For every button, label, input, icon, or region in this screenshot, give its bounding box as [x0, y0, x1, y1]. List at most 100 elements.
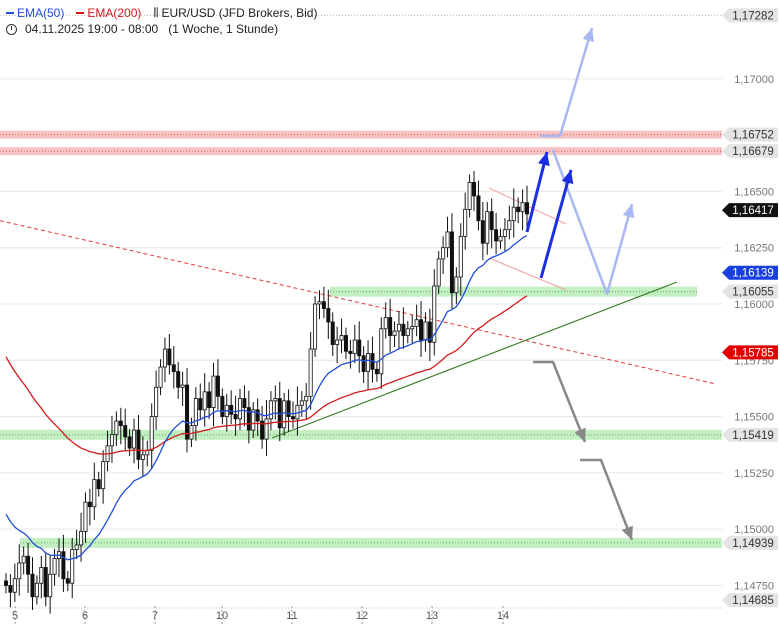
- price-badge: [722, 284, 778, 299]
- candle-body: [472, 181, 477, 197]
- x-tick-label: 6: [82, 610, 88, 622]
- candle-body: [246, 407, 251, 431]
- ema50-line: [5, 235, 528, 561]
- candle-body: [189, 425, 194, 440]
- candle-body: [498, 236, 503, 242]
- candle-body: [96, 479, 101, 490]
- bullish-alt-arrow-head: [622, 204, 635, 219]
- ema200-swatch: [76, 12, 85, 14]
- candle-body: [127, 436, 132, 449]
- candle-body: [507, 220, 512, 231]
- candle-body: [458, 236, 463, 278]
- candle-body: [348, 350, 353, 354]
- legend-ema50[interactable]: EMA(50): [6, 5, 64, 21]
- candle-body: [516, 206, 521, 213]
- y-tick-label: 1,16000: [734, 299, 774, 311]
- price-badge: [722, 127, 778, 142]
- candle-body: [520, 202, 525, 213]
- candle-body: [162, 348, 167, 368]
- y-tick-label: 1,16500: [734, 186, 774, 198]
- bullish-arrow-2: [539, 169, 573, 279]
- clock-icon: [6, 23, 17, 35]
- ema50-swatch: [6, 12, 14, 14]
- bearish-arrow-1-head: [574, 427, 586, 442]
- candle-body: [445, 231, 450, 249]
- legend-ema50-label: EMA(50): [17, 6, 65, 20]
- candle-body: [242, 398, 247, 408]
- bullish-alt-arrow: [551, 149, 634, 296]
- period-label: (1 Woche, 1 Stunde): [168, 22, 279, 36]
- candle-body: [401, 323, 406, 336]
- candle-body: [48, 573, 53, 598]
- candle-body: [171, 364, 176, 372]
- x-tick-label: 10: [216, 610, 228, 622]
- price-badge-label: 1,15785: [732, 347, 774, 359]
- candle-body: [202, 391, 207, 411]
- candle-body: [304, 395, 309, 402]
- candle-body: [485, 211, 490, 244]
- candle-body: [383, 317, 388, 330]
- price-badge-label: 1,17282: [732, 10, 774, 22]
- bearish-arrow-1: [533, 360, 587, 443]
- x-tick-label: 13: [426, 610, 438, 622]
- candle-body: [220, 395, 225, 417]
- candle-body: [132, 429, 137, 449]
- price-badge: [722, 535, 778, 550]
- candle-body: [268, 400, 273, 420]
- candle-body: [70, 549, 75, 584]
- legend-ema200[interactable]: EMA(200): [76, 5, 141, 21]
- candle-body: [140, 454, 145, 460]
- candle-body: [299, 400, 304, 406]
- candle-body: [136, 429, 141, 460]
- candle-body: [233, 413, 238, 420]
- price-badge-label: 1,14685: [732, 595, 774, 607]
- candle-body: [12, 578, 17, 593]
- candle-body: [193, 398, 198, 427]
- candle-body: [317, 301, 322, 305]
- candle-body: [180, 384, 185, 388]
- bearish-arrow-2: [580, 458, 634, 541]
- uptrend-line: [271, 281, 678, 439]
- candle-body: [149, 416, 154, 451]
- candle-body: [34, 582, 39, 598]
- candle-body: [423, 321, 428, 341]
- y-tick-label: 1,15500: [734, 412, 774, 424]
- y-tick-label: 1,15250: [734, 468, 774, 480]
- candle-body: [282, 400, 287, 429]
- candle-body: [255, 409, 260, 422]
- bullish-arrow-2-head: [561, 170, 574, 185]
- candle-body: [185, 384, 190, 440]
- price-badge-label: 1,15419: [732, 430, 774, 442]
- candle-body: [123, 425, 128, 438]
- candle-body: [207, 391, 212, 408]
- candle-body: [463, 209, 468, 237]
- candle-body: [502, 229, 507, 237]
- candle-body: [52, 558, 57, 575]
- candle-body: [290, 416, 295, 420]
- candle-body: [392, 330, 397, 336]
- candle-body: [467, 181, 472, 210]
- candle-body: [480, 220, 485, 244]
- candle-body: [449, 231, 454, 294]
- candle-body: [525, 202, 530, 215]
- price-badge: [722, 345, 778, 360]
- x-tick-label: 7: [152, 610, 158, 622]
- candle-body: [87, 501, 92, 508]
- bullish-target-arrow-head: [582, 28, 595, 43]
- candle-body: [176, 371, 181, 388]
- candle-body: [92, 479, 97, 508]
- candle-body: [26, 555, 31, 575]
- candle-body: [101, 461, 106, 490]
- price-badge-label: 1,16752: [732, 130, 774, 142]
- candle-body: [379, 328, 384, 375]
- legend-instrument[interactable]: ⫼ EUR/USD (JFD Brokers, Bid): [153, 5, 317, 21]
- price-badge-label: 1,16139: [732, 268, 774, 280]
- candlestick-icon: ⫼: [153, 6, 159, 19]
- channel-lower-line: [488, 257, 567, 291]
- candle-body: [405, 328, 410, 336]
- bearish-arrow-2-head: [621, 525, 633, 540]
- candle-body: [264, 418, 269, 440]
- candle-body: [313, 303, 318, 350]
- price-badge: [722, 203, 778, 218]
- candle-body: [330, 321, 335, 345]
